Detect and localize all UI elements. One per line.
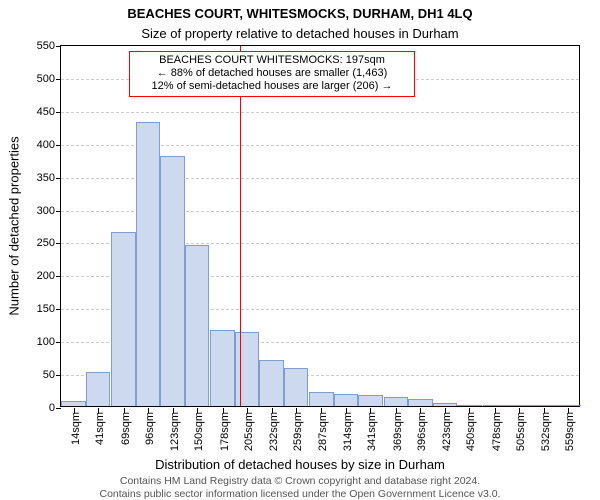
ytick-mark (56, 79, 61, 80)
annotation-line: BEACHES COURT WHITESMOCKS: 197sqm (136, 54, 408, 67)
ytick-label: 200 (37, 270, 55, 282)
ytick-mark (56, 243, 61, 244)
ytick-mark (56, 178, 61, 179)
xtick-mark (197, 408, 198, 413)
annotation-line: 12% of semi-detached houses are larger (… (136, 80, 408, 93)
xtick-label: 178sqm (223, 373, 235, 412)
xtick-label: 150sqm (197, 373, 209, 412)
annotation-box: BEACHES COURT WHITESMOCKS: 197sqm← 88% o… (129, 51, 415, 97)
xtick-label: 505sqm (519, 373, 531, 412)
xtick-mark (272, 408, 273, 413)
xtick-mark (321, 408, 322, 413)
xtick-mark (173, 408, 174, 413)
xtick-label: 369sqm (396, 373, 408, 412)
xtick-mark (247, 408, 248, 413)
xtick-mark (98, 408, 99, 413)
ytick-mark (56, 276, 61, 277)
annotation-line: ← 88% of detached houses are smaller (1,… (136, 67, 408, 80)
ytick-label: 0 (49, 402, 55, 414)
xtick-label: 259sqm (296, 373, 308, 412)
y-axis-label: Number of detached properties (7, 136, 22, 315)
chart-title-line2: Size of property relative to detached ho… (0, 26, 600, 41)
xtick-label: 396sqm (420, 373, 432, 412)
xtick-mark (74, 408, 75, 413)
ytick-mark (56, 145, 61, 146)
xtick-mark (296, 408, 297, 413)
xtick-label: 69sqm (124, 379, 136, 412)
ytick-mark (56, 309, 61, 310)
histogram-bar (136, 122, 161, 406)
gridline (61, 112, 579, 113)
xtick-mark (148, 408, 149, 413)
xtick-mark (396, 408, 397, 413)
xtick-label: 205sqm (247, 373, 259, 412)
ytick-mark (56, 46, 61, 47)
ytick-label: 400 (37, 139, 55, 151)
xtick-mark (495, 408, 496, 413)
ytick-label: 550 (37, 40, 55, 52)
ytick-label: 350 (37, 172, 55, 184)
xtick-mark (346, 408, 347, 413)
xtick-label: 14sqm (74, 379, 86, 412)
xtick-label: 423sqm (445, 373, 457, 412)
xtick-label: 314sqm (346, 373, 358, 412)
xtick-label: 287sqm (321, 373, 333, 412)
ytick-mark (56, 408, 61, 409)
xtick-label: 341sqm (370, 373, 382, 412)
xtick-label: 450sqm (469, 373, 481, 412)
xtick-mark (544, 408, 545, 413)
chart-container: BEACHES COURT, WHITESMOCKS, DURHAM, DH1 … (0, 0, 600, 500)
footer-line2: Contains public sector information licen… (0, 488, 600, 500)
ytick-mark (56, 211, 61, 212)
xtick-label: 232sqm (272, 373, 284, 412)
xtick-mark (124, 408, 125, 413)
ytick-mark (56, 112, 61, 113)
ytick-mark (56, 375, 61, 376)
ytick-label: 300 (37, 205, 55, 217)
ytick-label: 450 (37, 106, 55, 118)
xtick-mark (469, 408, 470, 413)
ytick-label: 50 (43, 369, 55, 381)
histogram-bar (160, 156, 185, 406)
ytick-label: 150 (37, 303, 55, 315)
xtick-mark (370, 408, 371, 413)
xtick-label: 559sqm (568, 373, 580, 412)
xtick-mark (223, 408, 224, 413)
xtick-mark (445, 408, 446, 413)
xtick-label: 96sqm (148, 379, 160, 412)
plot-area: 05010015020025030035040045050055014sqm41… (60, 45, 580, 407)
footer-line1: Contains HM Land Registry data © Crown c… (0, 475, 600, 487)
x-axis-label: Distribution of detached houses by size … (0, 457, 600, 472)
xtick-mark (568, 408, 569, 413)
ytick-label: 250 (37, 237, 55, 249)
xtick-mark (420, 408, 421, 413)
xtick-mark (519, 408, 520, 413)
ytick-label: 500 (37, 73, 55, 85)
xtick-label: 123sqm (173, 373, 185, 412)
ytick-label: 100 (37, 336, 55, 348)
xtick-label: 478sqm (495, 373, 507, 412)
reference-line (240, 46, 241, 406)
chart-title-line1: BEACHES COURT, WHITESMOCKS, DURHAM, DH1 … (0, 6, 600, 21)
ytick-mark (56, 342, 61, 343)
xtick-label: 532sqm (544, 373, 556, 412)
xtick-label: 41sqm (98, 379, 110, 412)
